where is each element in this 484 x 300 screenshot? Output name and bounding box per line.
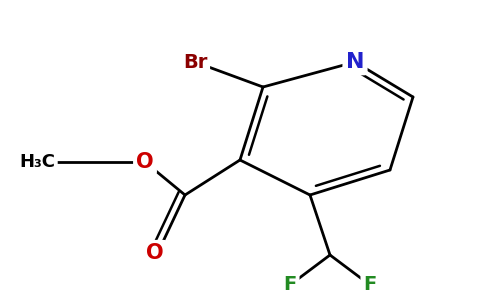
Text: O: O bbox=[136, 152, 154, 172]
Text: Br: Br bbox=[183, 52, 207, 71]
Text: N: N bbox=[346, 52, 364, 72]
Text: O: O bbox=[146, 243, 164, 263]
Text: F: F bbox=[283, 275, 297, 295]
Text: F: F bbox=[363, 275, 377, 295]
Text: H₃C: H₃C bbox=[19, 153, 55, 171]
